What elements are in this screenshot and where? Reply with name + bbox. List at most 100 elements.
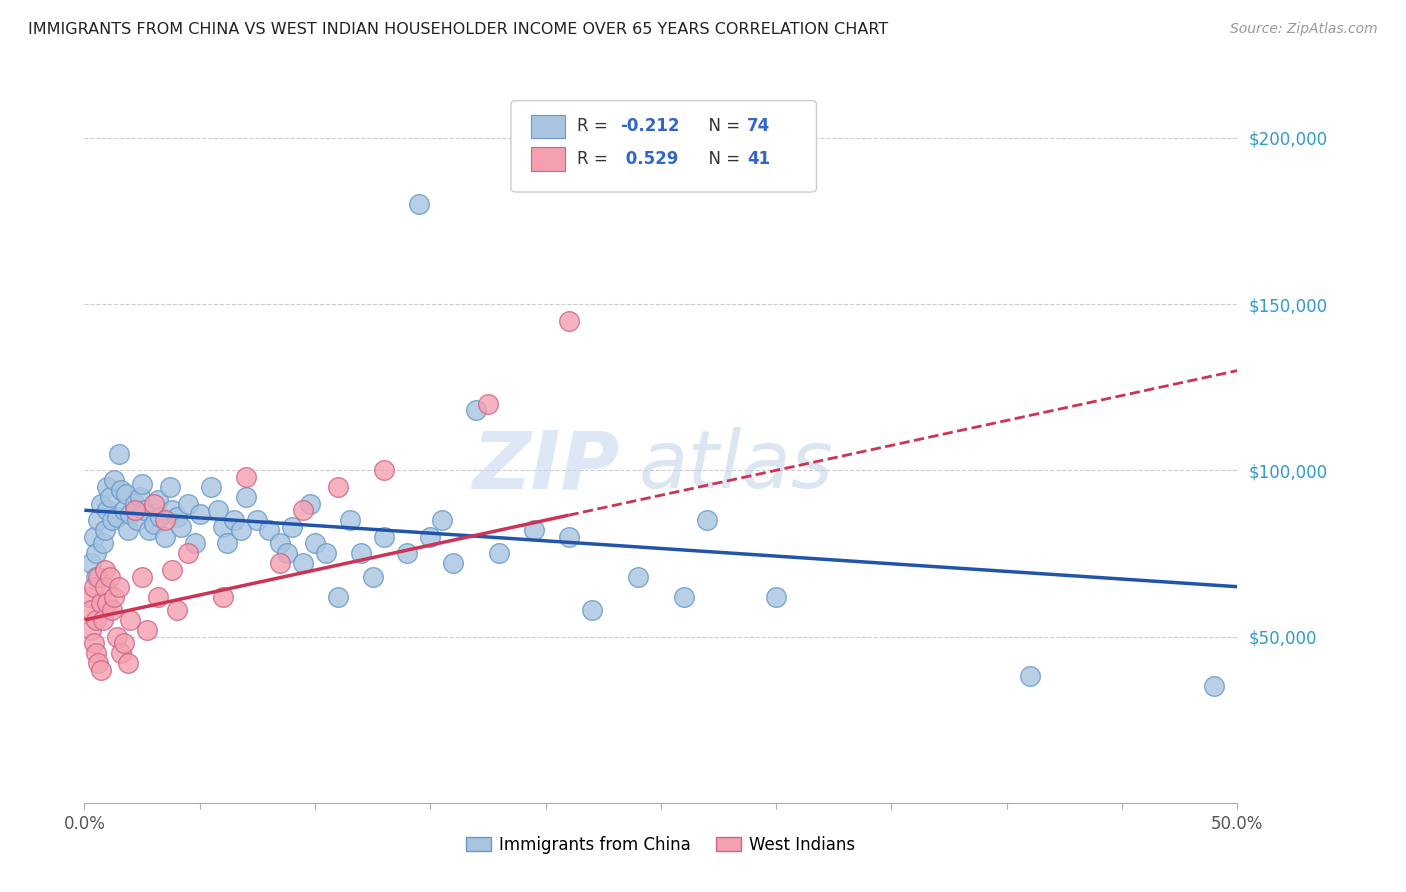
Point [627,570,650,584]
Point [91,536,114,550]
Point [177,497,200,511]
Text: -0.212: -0.212 [620,117,681,136]
Point [200,480,222,494]
Point [103,590,125,604]
Point [299,497,322,511]
Point [138,523,160,537]
Point [80,623,103,637]
Point [120,613,142,627]
Point [128,490,150,504]
Point [77,590,100,604]
Point [159,480,181,494]
Point [235,470,257,484]
FancyBboxPatch shape [510,101,817,192]
Text: R =: R = [576,117,613,136]
Point [326,590,349,604]
Point [87,513,110,527]
Point [108,580,131,594]
Point [224,513,246,527]
Point [110,646,132,660]
Point [177,546,200,560]
Point [120,507,142,521]
Point [153,530,176,544]
Text: N =: N = [697,150,745,168]
Point [84,546,107,560]
Legend: Immigrants from China, West Indians: Immigrants from China, West Indians [460,829,862,860]
Text: IMMIGRANTS FROM CHINA VS WEST INDIAN HOUSEHOLDER INCOME OVER 65 YEARS CORRELATIO: IMMIGRANTS FROM CHINA VS WEST INDIAN HOU… [28,22,889,37]
Point [94,523,117,537]
Point [488,546,510,560]
Text: Source: ZipAtlas.com: Source: ZipAtlas.com [1230,22,1378,37]
Point [188,507,211,521]
Point [124,497,146,511]
Text: ZIP: ZIP [472,427,619,506]
Point [96,596,118,610]
Point [170,520,193,534]
Point [83,636,105,650]
Point [304,536,326,550]
Point [135,623,157,637]
Point [153,513,176,527]
Point [142,516,165,531]
Point [231,523,253,537]
Point [419,530,441,544]
Point [94,580,117,594]
Point [127,513,149,527]
Point [112,503,135,517]
Point [160,503,183,517]
Point [91,613,114,627]
Point [84,613,107,627]
Point [94,563,117,577]
Point [217,536,239,550]
Point [105,509,128,524]
Point [80,557,103,571]
Point [160,563,183,577]
Point [235,490,257,504]
Point [373,530,395,544]
Point [117,656,139,670]
Point [134,503,156,517]
Point [117,523,139,537]
Point [430,513,453,527]
Point [166,603,188,617]
Point [211,520,233,534]
Point [696,513,718,527]
Point [292,557,315,571]
Point [326,480,349,494]
Text: 74: 74 [748,117,770,136]
Point [110,483,132,498]
Text: atlas: atlas [638,427,834,506]
Point [281,520,304,534]
Point [101,513,124,527]
Point [269,536,291,550]
Point [184,536,207,550]
Point [557,530,579,544]
Text: R =: R = [576,150,613,168]
Point [361,570,384,584]
Point [211,590,233,604]
Point [89,497,111,511]
Point [315,546,337,560]
Bar [530,147,565,171]
Point [557,314,579,328]
Point [149,509,172,524]
Point [96,480,118,494]
Point [89,596,111,610]
Point [350,546,373,560]
Point [523,523,546,537]
Point [96,503,118,517]
Point [276,546,298,560]
Point [98,570,121,584]
Point [477,397,499,411]
Point [142,497,165,511]
Bar [530,114,565,138]
Point [166,509,188,524]
Point [339,513,361,527]
Point [292,503,315,517]
Point [408,197,430,211]
Point [441,557,464,571]
Point [98,490,121,504]
Point [83,530,105,544]
Point [373,463,395,477]
Point [124,503,146,517]
